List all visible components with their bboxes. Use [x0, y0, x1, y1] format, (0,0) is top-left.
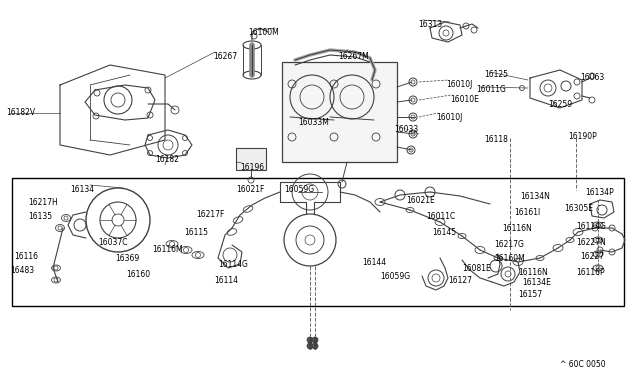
Text: 16114: 16114: [214, 276, 238, 285]
Circle shape: [312, 337, 318, 343]
Text: 16114G: 16114G: [576, 222, 606, 231]
Text: 16182V: 16182V: [6, 108, 35, 117]
Text: 16127: 16127: [448, 276, 472, 285]
Text: 16116: 16116: [14, 252, 38, 261]
Text: 16037C: 16037C: [98, 238, 127, 247]
Text: 16063: 16063: [580, 73, 604, 82]
Bar: [282, 62, 397, 162]
Text: 16116P: 16116P: [576, 268, 605, 277]
Text: 16144: 16144: [362, 258, 386, 267]
Text: 16259: 16259: [548, 100, 572, 109]
Circle shape: [312, 343, 318, 349]
Text: 16227: 16227: [580, 252, 604, 261]
Circle shape: [307, 343, 313, 349]
Text: 16033: 16033: [394, 125, 419, 134]
Text: 16182: 16182: [155, 155, 179, 164]
Text: 16010E: 16010E: [450, 95, 479, 104]
Text: 16135: 16135: [28, 212, 52, 221]
Text: 16134E: 16134E: [522, 278, 551, 287]
Text: 16115: 16115: [184, 228, 208, 237]
Text: 16190P: 16190P: [568, 132, 596, 141]
Text: 16010J: 16010J: [446, 80, 472, 89]
Text: 16313: 16313: [418, 20, 442, 29]
Bar: [12, 178, 624, 306]
Circle shape: [307, 337, 313, 343]
Text: 16217F: 16217F: [196, 210, 225, 219]
Text: 16157: 16157: [518, 290, 542, 299]
Text: 16118: 16118: [484, 135, 508, 144]
Text: 16114G: 16114G: [218, 260, 248, 269]
Text: 16021E: 16021E: [406, 196, 435, 205]
Text: 16116N: 16116N: [502, 224, 532, 233]
Text: 16267M: 16267M: [338, 52, 369, 61]
Text: 16161I: 16161I: [514, 208, 540, 217]
Text: 16021F: 16021F: [236, 185, 264, 194]
Text: 16059G: 16059G: [284, 185, 314, 194]
Text: 16134: 16134: [70, 185, 94, 194]
Text: 16160: 16160: [126, 270, 150, 279]
Text: 16116M: 16116M: [152, 245, 182, 254]
Text: 16217G: 16217G: [494, 240, 524, 249]
Text: 16227N: 16227N: [576, 238, 605, 247]
Text: 16011G: 16011G: [476, 85, 506, 94]
Text: 16145: 16145: [432, 228, 456, 237]
Text: 16116N: 16116N: [518, 268, 548, 277]
Text: 16217H: 16217H: [28, 198, 58, 207]
Text: 16011C: 16011C: [426, 212, 455, 221]
Text: 16081E: 16081E: [462, 264, 491, 273]
Text: 16134P: 16134P: [585, 188, 614, 197]
Text: 16059G: 16059G: [380, 272, 410, 281]
Text: 16100M: 16100M: [248, 28, 279, 37]
Text: 16369: 16369: [115, 254, 140, 263]
Text: 16483: 16483: [10, 266, 34, 275]
Text: 16033M: 16033M: [298, 118, 329, 127]
Text: 16125: 16125: [484, 70, 508, 79]
Text: 16267: 16267: [213, 52, 237, 61]
Text: 16196: 16196: [240, 163, 264, 172]
Text: 16134N: 16134N: [520, 192, 550, 201]
Text: ^ 60C 0050: ^ 60C 0050: [560, 360, 605, 369]
Bar: [236, 148, 266, 170]
Text: 16160M: 16160M: [494, 254, 525, 263]
Text: 16010J: 16010J: [436, 113, 462, 122]
Text: 16305E: 16305E: [564, 204, 593, 213]
